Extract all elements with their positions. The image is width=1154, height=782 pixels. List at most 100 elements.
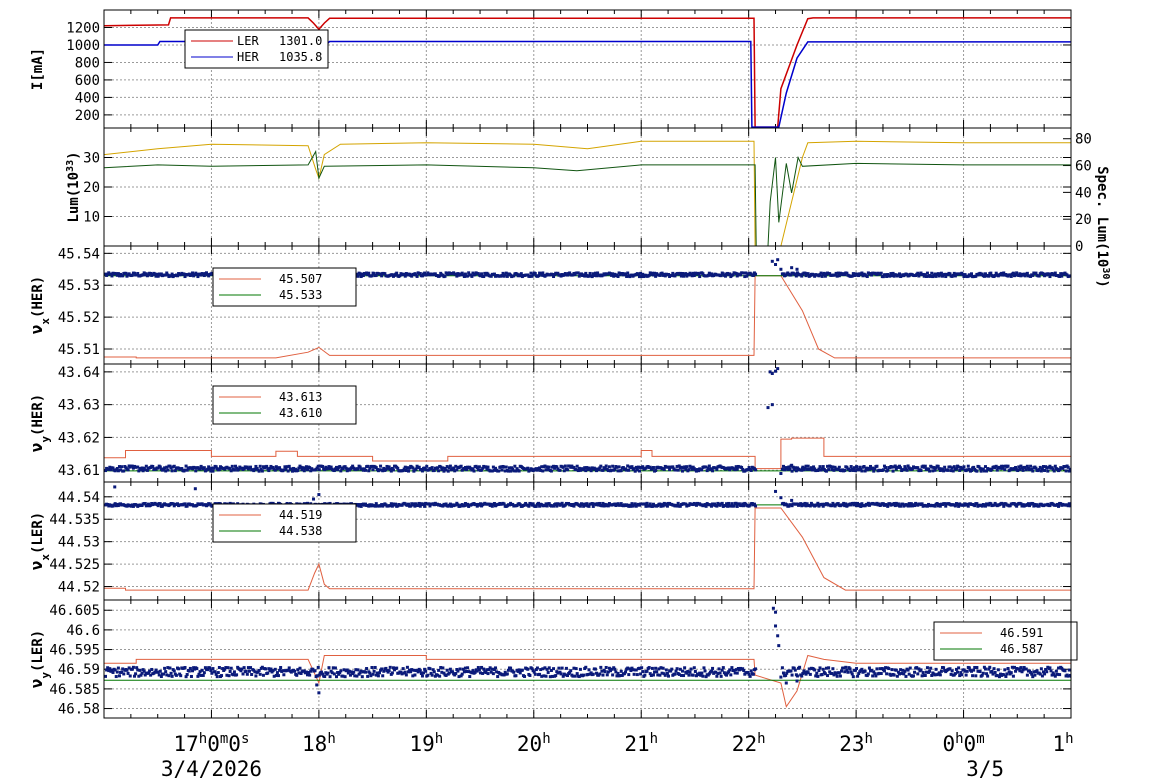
data-point — [268, 669, 272, 673]
data-point — [514, 469, 518, 473]
data-point — [171, 502, 175, 506]
legend-box — [184, 29, 329, 69]
data-point — [481, 671, 485, 675]
data-point — [158, 502, 162, 506]
data-point — [568, 271, 572, 275]
data-point — [959, 671, 963, 675]
data-point — [177, 667, 181, 671]
data-point — [901, 502, 905, 506]
data-point — [430, 466, 434, 470]
data-point — [685, 274, 689, 278]
data-point — [141, 469, 145, 473]
data-point — [965, 502, 969, 506]
data-point — [113, 485, 117, 489]
data-point — [475, 504, 479, 508]
data-point — [871, 466, 875, 470]
data-point — [408, 466, 412, 470]
data-point — [492, 668, 496, 672]
data-point — [1014, 669, 1018, 673]
data-point — [637, 469, 641, 473]
data-point — [962, 465, 966, 469]
data-point — [370, 666, 374, 670]
data-point — [599, 665, 603, 669]
data-point — [1045, 670, 1049, 674]
data-point — [805, 467, 809, 471]
data-point — [389, 469, 393, 473]
data-point — [364, 670, 368, 674]
data-point — [417, 667, 421, 671]
data-point — [317, 691, 321, 695]
data-point — [749, 669, 753, 673]
data-point — [903, 669, 907, 673]
data-point — [995, 673, 999, 677]
data-point — [414, 502, 418, 506]
data-point — [987, 667, 991, 671]
data-point — [134, 672, 138, 676]
data-point — [981, 671, 985, 675]
data-point — [745, 274, 749, 278]
data-point — [870, 273, 874, 277]
data-point — [428, 504, 432, 508]
data-point — [619, 469, 623, 473]
data-point — [785, 671, 789, 675]
data-point — [934, 274, 938, 278]
data-point — [191, 271, 195, 275]
data-point — [595, 469, 599, 473]
data-point — [1051, 467, 1055, 471]
data-point — [749, 468, 753, 472]
data-point — [624, 272, 628, 276]
data-point — [465, 468, 469, 472]
data-point — [809, 501, 813, 505]
data-point — [446, 469, 450, 473]
data-point — [821, 465, 825, 469]
data-point — [534, 504, 538, 508]
data-point — [339, 469, 343, 473]
data-point — [145, 468, 149, 472]
data-point — [733, 468, 737, 472]
data-point — [851, 468, 855, 472]
data-point — [674, 468, 678, 472]
data-point — [130, 503, 134, 507]
data-point — [384, 666, 388, 670]
legend-box — [212, 503, 357, 543]
data-point — [261, 673, 265, 677]
data-point — [1066, 465, 1070, 469]
data-point — [610, 667, 614, 671]
data-point — [1022, 272, 1026, 276]
data-point — [232, 670, 236, 674]
data-point — [401, 469, 405, 473]
data-point — [512, 274, 516, 278]
data-point — [373, 665, 377, 669]
data-point — [856, 501, 860, 505]
data-point — [873, 672, 877, 676]
data-point — [857, 274, 861, 278]
data-point — [836, 502, 840, 506]
data-point — [411, 466, 415, 470]
data-point — [615, 273, 619, 277]
data-point — [771, 606, 775, 610]
data-point — [980, 673, 984, 677]
data-point — [675, 464, 679, 468]
data-point — [301, 466, 305, 470]
data-point — [542, 674, 546, 678]
data-point — [478, 274, 482, 278]
data-point — [593, 271, 597, 275]
data-point — [906, 504, 910, 508]
data-point — [302, 469, 306, 473]
data-point — [824, 469, 828, 473]
data-point — [579, 272, 583, 276]
data-point — [1058, 274, 1062, 278]
data-point — [798, 665, 802, 669]
legend-value: 43.613 — [279, 390, 322, 404]
data-point — [195, 503, 199, 507]
data-point — [111, 466, 115, 470]
data-point — [331, 666, 335, 670]
data-point — [193, 487, 197, 491]
data-point — [297, 466, 301, 470]
data-point — [664, 502, 668, 506]
data-point — [423, 466, 427, 470]
data-point — [1044, 667, 1048, 671]
data-point — [882, 669, 886, 673]
data-point — [317, 493, 321, 497]
